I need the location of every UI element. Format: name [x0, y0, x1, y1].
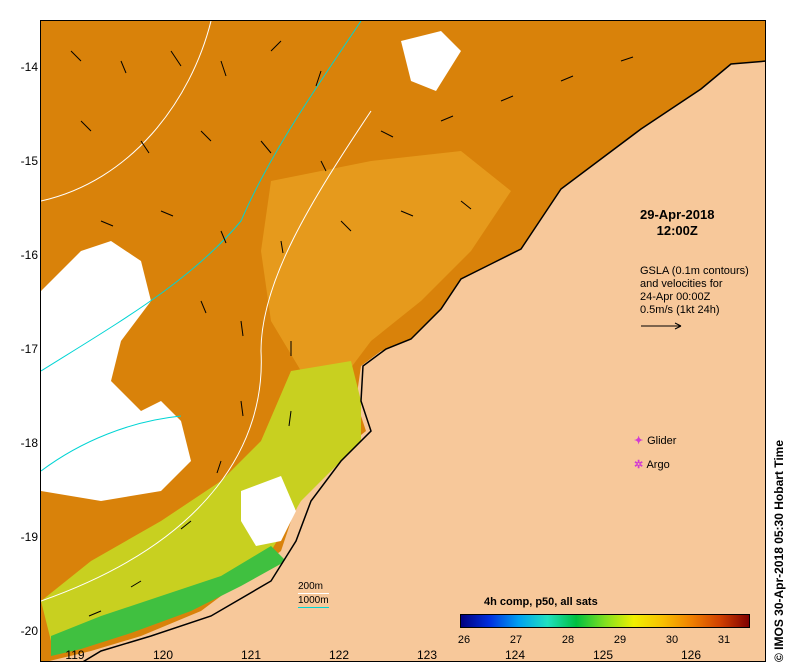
date-annotation: 29-Apr-2018 12:00Z: [640, 207, 714, 239]
legend-glider-label: Glider: [647, 435, 677, 447]
x-tick-label: 120: [152, 648, 174, 662]
isobath-legend: 200m 1000m: [298, 580, 329, 608]
argo-marker-icon: ✲: [634, 459, 644, 471]
gsla-line: 24-Apr 00:00Z: [640, 291, 711, 303]
gsla-line: 0.5m/s (1kt 24h): [640, 304, 720, 316]
x-tick-label: 122: [328, 648, 350, 662]
y-tick-label: -18: [20, 436, 38, 450]
y-tick-label: -16: [20, 248, 38, 262]
glider-marker-icon: ✦: [634, 435, 644, 447]
colorbar-tick: 30: [665, 634, 679, 646]
mid-sst-zone: [261, 151, 511, 381]
land-mass: [84, 61, 765, 661]
isobath-200-label: 200m: [298, 580, 329, 594]
x-tick-label: 119: [65, 648, 85, 662]
velocity-arrows: [70, 40, 634, 617]
x-tick-label: 125: [592, 648, 614, 662]
date-line: 29-Apr-2018: [640, 207, 715, 222]
time-line: 12:00Z: [656, 223, 698, 238]
isobath-1000-label: 1000m: [298, 595, 329, 608]
gsla-line: and velocities for: [640, 278, 723, 290]
x-tick-label: 126: [680, 648, 702, 662]
legend-argo-label: Argo: [646, 459, 670, 471]
x-tick-label: 124: [504, 648, 526, 662]
isobath-1000m: [41, 21, 362, 472]
y-tick-label: -14: [20, 60, 38, 74]
legend-argo: ✲ Argo: [634, 458, 670, 471]
colorbar-tick: 27: [509, 634, 523, 646]
cold-sst-zone: [51, 546, 286, 656]
colorbar-tick: 31: [717, 634, 731, 646]
isobath-200m: [41, 21, 372, 602]
cloud-mask-north: [401, 31, 461, 91]
cool-sst-zone: [41, 361, 361, 641]
colorbar-title: 4h comp, p50, all sats: [484, 596, 598, 608]
x-tick-label: 121: [240, 648, 262, 662]
colorbar-tick: 28: [561, 634, 575, 646]
colorbar-tick: 29: [613, 634, 627, 646]
legend-glider: ✦ Glider: [634, 434, 676, 447]
cloud-mask-west: [41, 241, 191, 501]
cloud-mask-south: [241, 476, 296, 546]
map-plot-area: [40, 20, 766, 662]
x-tick-label: 123: [416, 648, 438, 662]
colorbar-tick: 26: [457, 634, 471, 646]
y-tick-label: -15: [20, 154, 38, 168]
y-tick-label: -20: [20, 624, 38, 638]
scale-arrowhead: [674, 322, 682, 330]
y-tick-label: -17: [20, 342, 38, 356]
colorbar: [460, 614, 750, 628]
gsla-line: GSLA (0.1m contours): [640, 265, 749, 277]
credit-text: © IMOS 30-Apr-2018 05:30 Hobart Time: [772, 439, 786, 662]
gsla-annotation: GSLA (0.1m contours) and velocities for …: [640, 265, 749, 317]
y-tick-label: -19: [20, 530, 38, 544]
sst-map: [41, 21, 765, 661]
coastline: [82, 60, 765, 661]
